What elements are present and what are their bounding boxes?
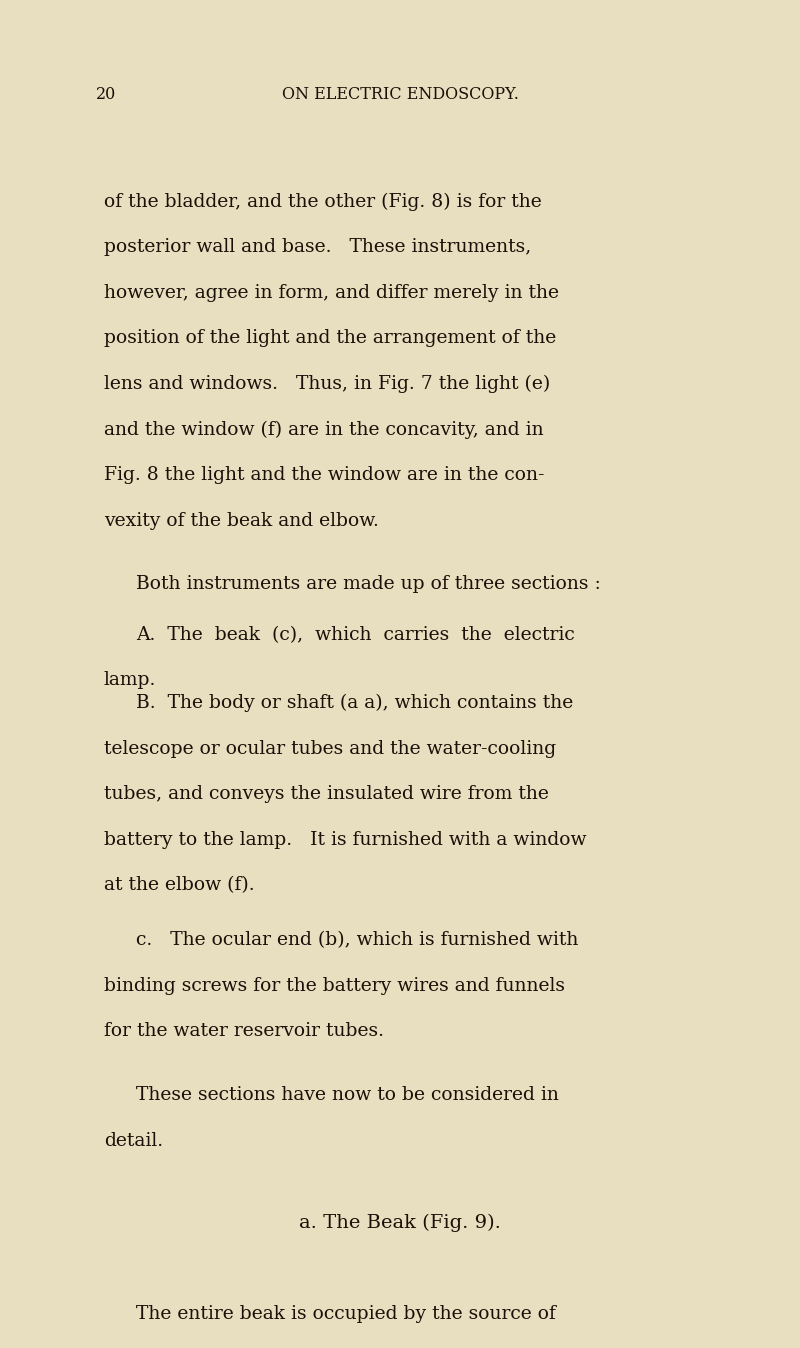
Text: detail.: detail.: [104, 1131, 163, 1150]
Text: 20: 20: [96, 86, 116, 104]
Text: The entire beak is occupied by the source of: The entire beak is occupied by the sourc…: [136, 1305, 556, 1322]
Text: of the bladder, and the other (Fig. 8) is for the: of the bladder, and the other (Fig. 8) i…: [104, 193, 542, 210]
Text: for the water reservoir tubes.: for the water reservoir tubes.: [104, 1022, 384, 1041]
Text: posterior wall and base.   These instruments,: posterior wall and base. These instrumen…: [104, 239, 531, 256]
Text: A.  The  beak  (c),  which  carries  the  electric: A. The beak (c), which carries the elect…: [136, 625, 574, 643]
Text: c.   The ocular end (b), which is furnished with: c. The ocular end (b), which is furnishe…: [136, 931, 578, 949]
Text: These sections have now to be considered in: These sections have now to be considered…: [136, 1086, 559, 1104]
Text: however, agree in form, and differ merely in the: however, agree in form, and differ merel…: [104, 284, 559, 302]
Text: lens and windows.   Thus, in Fig. 7 the light (e): lens and windows. Thus, in Fig. 7 the li…: [104, 375, 550, 394]
Text: Both instruments are made up of three sections :: Both instruments are made up of three se…: [136, 576, 601, 593]
Text: Fig. 8 the light and the window are in the con-: Fig. 8 the light and the window are in t…: [104, 466, 545, 484]
Text: position of the light and the arrangement of the: position of the light and the arrangemen…: [104, 329, 556, 348]
Text: binding screws for the battery wires and funnels: binding screws for the battery wires and…: [104, 976, 565, 995]
Text: B.  The body or shaft (a a), which contains the: B. The body or shaft (a a), which contai…: [136, 694, 574, 712]
Text: a. The Beak (Fig. 9).: a. The Beak (Fig. 9).: [299, 1213, 501, 1232]
Text: telescope or ocular tubes and the water-cooling: telescope or ocular tubes and the water-…: [104, 740, 556, 758]
Text: battery to the lamp.   It is furnished with a window: battery to the lamp. It is furnished wit…: [104, 830, 586, 849]
Text: ON ELECTRIC ENDOSCOPY.: ON ELECTRIC ENDOSCOPY.: [282, 86, 518, 104]
Text: at the elbow (f).: at the elbow (f).: [104, 876, 254, 894]
Text: lamp.: lamp.: [104, 671, 156, 689]
Text: vexity of the beak and elbow.: vexity of the beak and elbow.: [104, 512, 379, 530]
Text: tubes, and conveys the insulated wire from the: tubes, and conveys the insulated wire fr…: [104, 785, 549, 803]
Text: and the window (f) are in the concavity, and in: and the window (f) are in the concavity,…: [104, 421, 544, 438]
